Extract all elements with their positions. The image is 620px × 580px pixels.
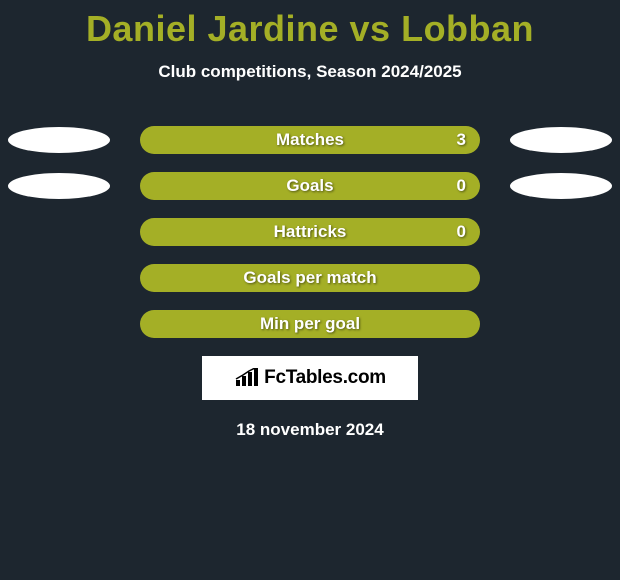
subtitle: Club competitions, Season 2024/2025 xyxy=(0,62,620,82)
page-title: Daniel Jardine vs Lobban xyxy=(0,8,620,50)
stat-row: Goals 0 xyxy=(0,172,620,200)
stat-label: Min per goal xyxy=(260,314,360,334)
date-text: 18 november 2024 xyxy=(0,420,620,440)
bar-wrap: Hattricks 0 xyxy=(140,218,480,246)
stat-label: Goals xyxy=(286,176,333,196)
stat-bar: Hattricks 0 xyxy=(140,218,480,246)
stat-row: Matches 3 xyxy=(0,126,620,154)
site-logo: FcTables.com xyxy=(202,356,418,400)
stat-row: Hattricks 0 xyxy=(0,218,620,246)
stat-value: 0 xyxy=(457,222,466,242)
stat-row: Min per goal xyxy=(0,310,620,338)
bar-wrap: Goals 0 xyxy=(140,172,480,200)
stat-label: Goals per match xyxy=(243,268,376,288)
ellipse-left xyxy=(8,173,110,199)
ellipse-right xyxy=(510,173,612,199)
ellipse-right xyxy=(510,127,612,153)
bar-wrap: Goals per match xyxy=(140,264,480,292)
logo-text: FcTables.com xyxy=(264,367,386,389)
stat-bar: Goals 0 xyxy=(140,172,480,200)
bar-wrap: Matches 3 xyxy=(140,126,480,154)
ellipse-left xyxy=(8,127,110,153)
stat-value: 0 xyxy=(457,176,466,196)
stat-bar: Matches 3 xyxy=(140,126,480,154)
comparison-infographic: Daniel Jardine vs Lobban Club competitio… xyxy=(0,0,620,440)
stat-label: Matches xyxy=(276,130,344,150)
stat-row: Goals per match xyxy=(0,264,620,292)
stat-bar: Min per goal xyxy=(140,310,480,338)
stat-rows: Matches 3 Goals 0 Hattricks 0 Goals per match M… xyxy=(0,126,620,338)
bar-wrap: Min per goal xyxy=(140,310,480,338)
logo-inner: FcTables.com xyxy=(234,367,386,389)
stat-value: 3 xyxy=(457,130,466,150)
stat-label: Hattricks xyxy=(274,222,347,242)
stat-bar: Goals per match xyxy=(140,264,480,292)
bar-chart-icon xyxy=(234,368,260,388)
